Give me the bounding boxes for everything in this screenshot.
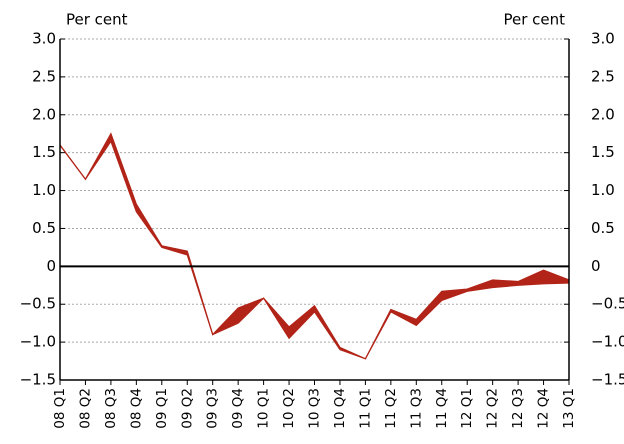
x-tick-label: 12 Q4 [536, 388, 552, 429]
y-axis-label: Per cent [66, 11, 128, 29]
x-tick-label: 08 Q2 [77, 388, 93, 429]
x-tick-label: 11 Q2 [383, 388, 399, 429]
y-tick-label: 0.5 [32, 219, 56, 237]
y2-tick-label: −1.5 [591, 371, 624, 389]
y-tick-label: −0.5 [20, 295, 56, 313]
y-tick-label: −1.5 [20, 371, 56, 389]
y-tick-label: −1.0 [20, 333, 56, 351]
x-tick-label: 09 Q1 [154, 388, 170, 429]
y-tick-label: 2.5 [32, 67, 56, 85]
x-tick-label: 08 Q1 [52, 388, 68, 429]
x-tick-label: 11 Q4 [434, 388, 450, 429]
y-tick-label: 0 [46, 257, 56, 275]
x-tick-label: 09 Q3 [205, 388, 221, 429]
x-tick-label: 10 Q1 [256, 388, 272, 429]
y2-tick-label: 0 [591, 257, 601, 275]
y2-tick-label: 2.5 [591, 67, 615, 85]
x-tick-label: 11 Q3 [408, 388, 424, 429]
x-tick-label: 10 Q3 [307, 388, 323, 429]
x-tick-label: 09 Q2 [179, 388, 195, 429]
x-tick-label: 12 Q3 [510, 388, 526, 429]
y-tick-label: 2.0 [32, 105, 56, 123]
y2-tick-label: 1.0 [591, 181, 615, 199]
x-tick-label: 10 Q4 [332, 388, 348, 429]
y2-tick-label: −1.0 [591, 333, 624, 351]
x-tick-label: 10 Q2 [281, 388, 297, 429]
x-tick-label: 12 Q2 [485, 388, 501, 429]
x-tick-label: 08 Q3 [103, 388, 119, 429]
y2-tick-label: 3.0 [591, 30, 615, 48]
band-edge [59, 139, 570, 360]
x-tick-label: 12 Q1 [459, 388, 475, 429]
x-tick-label: 09 Q4 [230, 388, 246, 429]
y-tick-label: 3.0 [32, 30, 56, 48]
x-tick-label: 11 Q1 [357, 388, 373, 429]
x-tick-label: 08 Q4 [128, 388, 144, 429]
y-tick-label: 1.5 [32, 143, 56, 161]
y2-tick-label: 2.0 [591, 105, 615, 123]
y2-tick-label: −0.5 [591, 295, 624, 313]
y2-tick-label: 0.5 [591, 219, 615, 237]
y-tick-label: 1.0 [32, 181, 56, 199]
x-tick-label: 13 Q1 [561, 388, 577, 429]
band-area [60, 133, 569, 359]
band-edge [59, 132, 570, 360]
y2-axis-label: Per cent [503, 11, 565, 29]
y2-tick-label: 1.5 [591, 143, 615, 161]
